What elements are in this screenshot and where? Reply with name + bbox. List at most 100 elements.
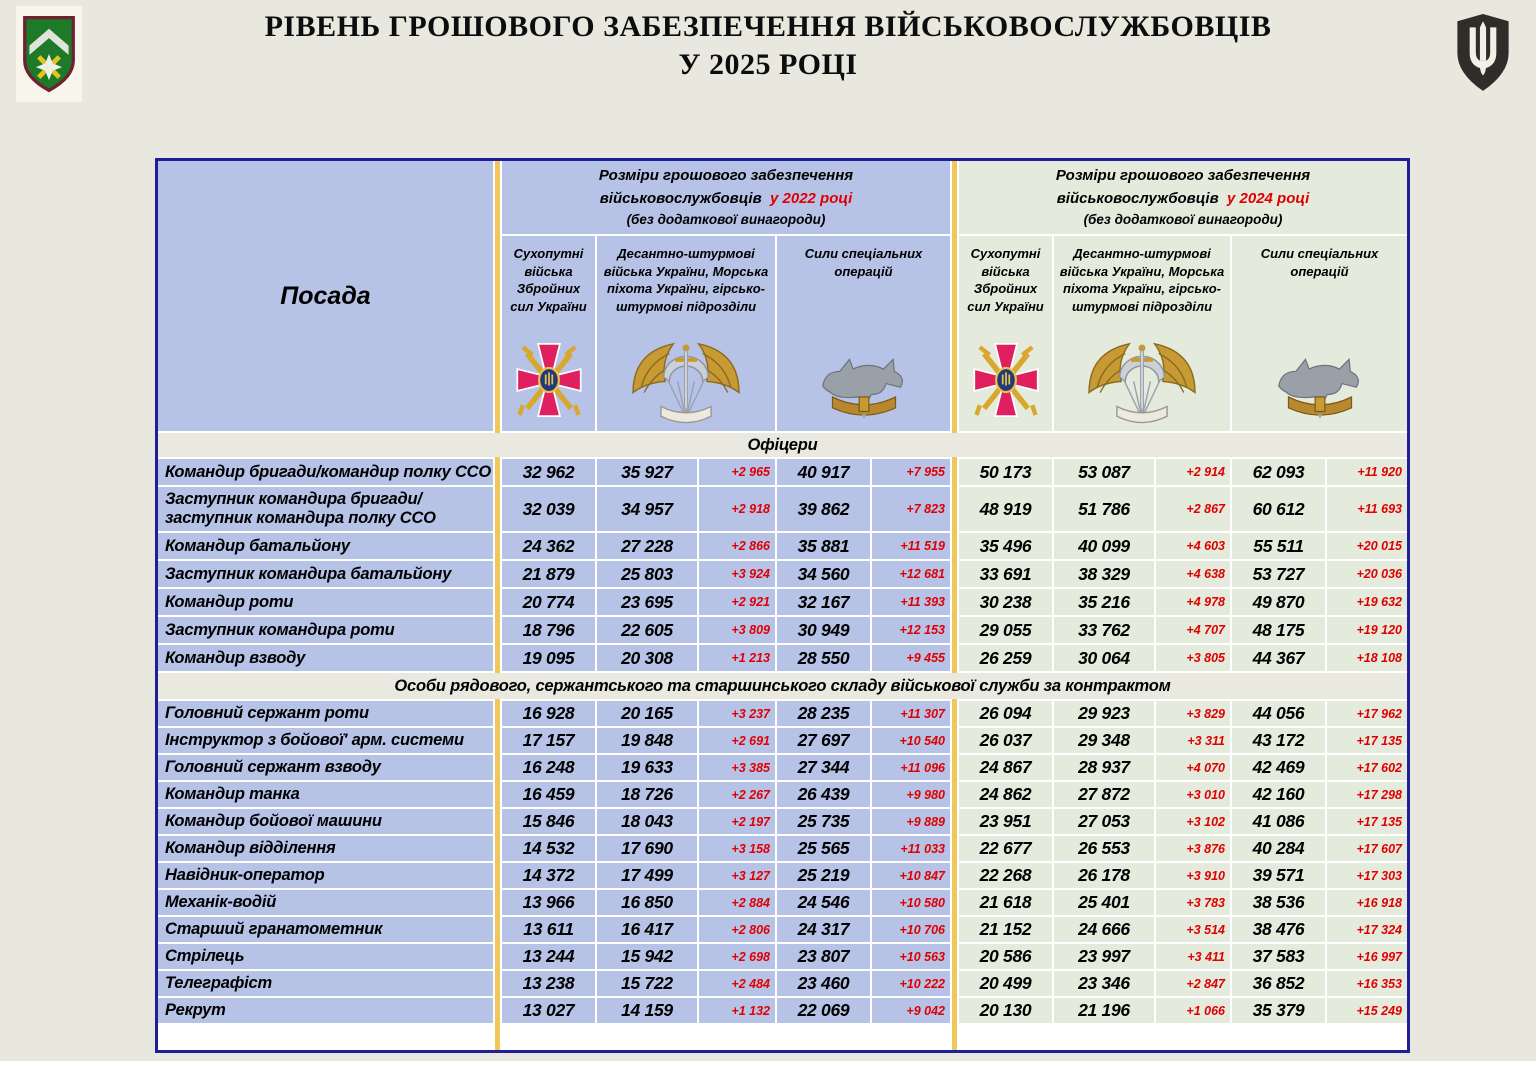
position-label: Командир бойової машини (158, 809, 493, 834)
group-2024-line1: Розміри грошового забезпечення (1055, 166, 1311, 184)
salary-delta: +1 066 (1156, 998, 1230, 1023)
salary-value: 26 094 (959, 701, 1052, 726)
salary-value: 35 496 (959, 533, 1052, 559)
salary-value: 25 219 (777, 863, 870, 888)
salary-delta: +3 385 (699, 755, 775, 780)
salary-delta: +17 135 (1327, 809, 1407, 834)
salary-value: 17 157 (502, 728, 595, 753)
salary-delta: +2 484 (699, 971, 775, 996)
salary-delta: +11 307 (872, 701, 950, 726)
salary-value: 19 633 (597, 755, 697, 780)
salary-value: 16 928 (502, 701, 595, 726)
section-header: Особи рядового, сержантського та старшин… (158, 673, 1407, 699)
salary-value: 20 586 (959, 944, 1052, 969)
salary-delta: +2 884 (699, 890, 775, 915)
salary-value: 49 870 (1232, 589, 1325, 615)
year-2022-red: у 2022 році (770, 190, 853, 208)
salary-delta: +2 914 (1156, 459, 1230, 485)
column-header-ground-forces-2022: Сухопутні війська Збройних сил України (502, 236, 595, 431)
salary-delta: +4 707 (1156, 617, 1230, 643)
salary-delta: +12 153 (872, 617, 950, 643)
salary-delta: +4 603 (1156, 533, 1230, 559)
salary-value: 23 997 (1054, 944, 1154, 969)
salary-delta: +11 519 (872, 533, 950, 559)
position-label: Заступник командира роти (158, 617, 493, 643)
salary-value: 23 695 (597, 589, 697, 615)
salary-value: 40 284 (1232, 836, 1325, 861)
position-label: Командир батальйону (158, 533, 493, 559)
salary-value: 18 726 (597, 782, 697, 807)
salary-value: 37 583 (1232, 944, 1325, 969)
sso-wolf-emblem-icon (1264, 346, 1376, 426)
salary-delta: +3 910 (1156, 863, 1230, 888)
salary-value: 14 159 (597, 998, 697, 1023)
salary-value: 21 879 (502, 561, 595, 587)
salary-value: 26 037 (959, 728, 1052, 753)
position-label: Командир відділення (158, 836, 493, 861)
position-label: Головний сержант взводу (158, 755, 493, 780)
salary-value: 32 039 (502, 487, 595, 531)
salary-value: 26 259 (959, 645, 1052, 671)
salary-value: 16 850 (597, 890, 697, 915)
position-label: Командир танка (158, 782, 493, 807)
position-label: Навідник-оператор (158, 863, 493, 888)
salary-value: 14 532 (502, 836, 595, 861)
salary-delta: +3 809 (699, 617, 775, 643)
salary-delta: +11 393 (872, 589, 950, 615)
salary-value: 27 344 (777, 755, 870, 780)
group-2022-line3: (без додаткової винагороди) (626, 212, 826, 228)
salary-value: 35 927 (597, 459, 697, 485)
salary-value: 24 317 (777, 917, 870, 942)
salary-delta: +10 580 (872, 890, 950, 915)
salary-delta: +11 033 (872, 836, 950, 861)
salary-value: 22 677 (959, 836, 1052, 861)
salary-value: 42 160 (1232, 782, 1325, 807)
salary-value: 28 550 (777, 645, 870, 671)
salary-value: 20 774 (502, 589, 595, 615)
salary-value: 13 244 (502, 944, 595, 969)
ground-forces-cross-emblem-icon (514, 334, 584, 426)
salary-value: 30 064 (1054, 645, 1154, 671)
salary-delta: +10 706 (872, 917, 950, 942)
salary-value: 40 917 (777, 459, 870, 485)
salary-delta: +10 540 (872, 728, 950, 753)
salary-value: 34 957 (597, 487, 697, 531)
salary-delta: +1 213 (699, 645, 775, 671)
gold-divider-left (495, 161, 500, 1050)
salary-value: 35 379 (1232, 998, 1325, 1023)
salary-value: 27 053 (1054, 809, 1154, 834)
salary-delta: +15 249 (1327, 998, 1407, 1023)
position-label: Заступник командира батальйону (158, 561, 493, 587)
salary-value: 28 937 (1054, 755, 1154, 780)
salary-value: 35 216 (1054, 589, 1154, 615)
salary-value: 21 618 (959, 890, 1052, 915)
section-header: Офіцери (158, 433, 1407, 457)
salary-value: 38 329 (1054, 561, 1154, 587)
salary-value: 30 238 (959, 589, 1052, 615)
salary-delta: +3 411 (1156, 944, 1230, 969)
salary-value: 32 962 (502, 459, 595, 485)
salary-value: 25 401 (1054, 890, 1154, 915)
air-assault-wings-emblem-icon (1082, 334, 1202, 426)
column-header-air-assault-2024: Десантно-штурмові війська України, Морсь… (1054, 236, 1230, 431)
salary-delta: +3 102 (1156, 809, 1230, 834)
sso-wolf-emblem-icon (808, 346, 920, 426)
brigade-shield-emblem-icon (23, 15, 75, 93)
column-header-sso-2024: Сили спеціальних операцій (1232, 236, 1407, 431)
salary-value: 17 690 (597, 836, 697, 861)
salary-delta: +19 120 (1327, 617, 1407, 643)
group-2022-line1: Розміри грошового забезпечення (598, 166, 854, 184)
salary-value: 27 697 (777, 728, 870, 753)
salary-delta: +4 070 (1156, 755, 1230, 780)
salary-delta: +7 955 (872, 459, 950, 485)
salary-value: 13 611 (502, 917, 595, 942)
salary-value: 42 469 (1232, 755, 1325, 780)
position-label: Рекрут (158, 998, 493, 1023)
salary-value: 15 846 (502, 809, 595, 834)
salary-value: 18 043 (597, 809, 697, 834)
salary-value: 13 966 (502, 890, 595, 915)
salary-value: 29 055 (959, 617, 1052, 643)
salary-value: 23 951 (959, 809, 1052, 834)
column-header-ground-forces-2024: Сухопутні війська Збройних сил України (959, 236, 1052, 431)
position-label: Заступник командира бригади/ заступник к… (158, 487, 493, 531)
